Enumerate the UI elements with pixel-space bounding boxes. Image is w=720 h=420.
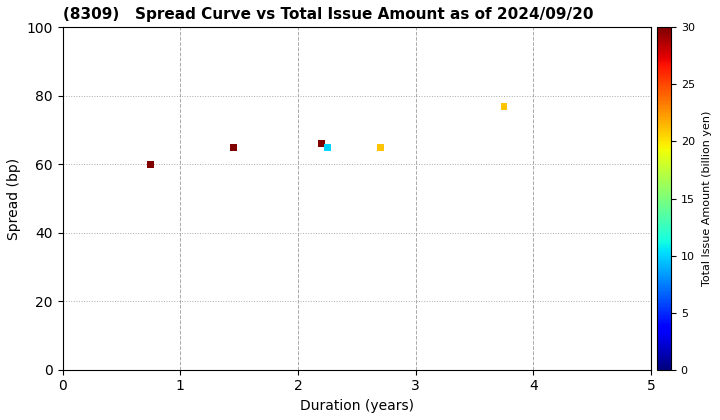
Point: [322, 144, 333, 150]
Y-axis label: Total Issue Amount (billion yen): Total Issue Amount (billion yen): [702, 111, 712, 286]
X-axis label: Duration (years): Duration (years): [300, 399, 414, 413]
Point: [374, 144, 386, 150]
Y-axis label: Spread (bp): Spread (bp): [7, 158, 21, 239]
Point: [228, 144, 239, 150]
Point: [316, 140, 328, 147]
Text: (8309)   Spread Curve vs Total Issue Amount as of 2024/09/20: (8309) Spread Curve vs Total Issue Amoun…: [63, 7, 593, 22]
Point: [145, 161, 157, 168]
Point: [498, 103, 510, 110]
